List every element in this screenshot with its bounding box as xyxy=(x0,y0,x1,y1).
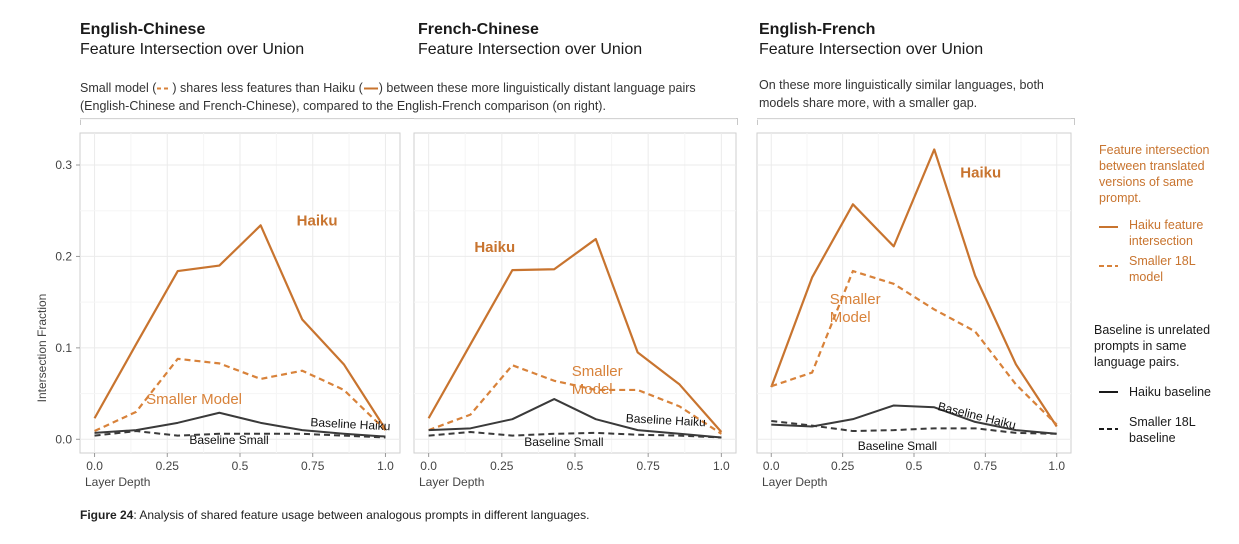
x-tick-label: 0.0 xyxy=(420,459,437,473)
series-line-smaller-model xyxy=(770,269,1058,426)
series-label: Baseline Small xyxy=(524,435,603,449)
x-tick-label: 0.0 xyxy=(763,459,780,473)
x-tick-label: 0.5 xyxy=(906,459,923,473)
legend-haiku-line-icon xyxy=(1099,226,1118,228)
x-axis-label: Layer Depth xyxy=(762,475,827,489)
description-left-part3: ) between these more linguistically dist… xyxy=(80,81,696,113)
series-label: Baseline Small xyxy=(858,439,937,453)
x-tick-label: 0.5 xyxy=(232,459,249,473)
series-label: Haiku xyxy=(297,212,338,229)
description-left: Small model ( ) shares less features than… xyxy=(80,79,730,115)
figure-caption: Figure 24: Analysis of shared feature us… xyxy=(80,508,589,522)
series-line-baseline-haiku xyxy=(94,411,386,438)
legend-header: Feature intersection between translated … xyxy=(1099,143,1210,205)
panel-title-3: English-French xyxy=(759,21,876,38)
x-tick-label: 0.25 xyxy=(156,459,180,473)
series-line-baseline-small xyxy=(428,430,722,439)
legend-haiku-baseline-icon xyxy=(1099,391,1118,393)
bracket-left xyxy=(80,118,738,125)
legend-baseline-header: Baseline is unrelated prompts in same la… xyxy=(1094,323,1211,369)
figure-caption-number: Figure 24 xyxy=(80,508,134,522)
series-line-haiku xyxy=(93,224,387,430)
legend-small-line-icon xyxy=(1099,265,1118,267)
panel-subtitle-1: Feature Intersection over Union xyxy=(80,41,305,58)
legend-haiku-label: Haiku feature intersection xyxy=(1129,218,1204,248)
series-line-baseline-haiku xyxy=(428,398,722,439)
series-line-baseline-small xyxy=(771,420,1057,435)
series-line-smaller-model xyxy=(428,364,722,435)
x-tick-label: 0.5 xyxy=(567,459,584,473)
series-label: Baseline Haiku xyxy=(625,411,706,429)
x-tick-label: 0.75 xyxy=(637,459,661,473)
legend-small-baseline-label: Smaller 18L baseline xyxy=(1129,415,1196,445)
description-left-part1: Small model ( xyxy=(80,81,157,95)
series-label: Baseline Small xyxy=(189,433,268,447)
x-axis-label: Layer Depth xyxy=(85,475,150,489)
x-tick-label: 0.0 xyxy=(86,459,103,473)
series-line-haiku xyxy=(770,148,1058,428)
x-tick-label: 0.25 xyxy=(490,459,514,473)
y-axis-label: Intersection Fraction xyxy=(35,294,49,403)
x-tick-label: 1.0 xyxy=(713,459,730,473)
chart-english-french: 0.0 0.25 0.5 0.75 1.0 Layer Depth Haiku Smaller… xyxy=(756,118,1072,489)
x-tick-label: 0.25 xyxy=(831,459,855,473)
legend-small-label: Smaller 18L model xyxy=(1129,254,1196,284)
legend-small-baseline-icon xyxy=(1099,428,1118,430)
series-label: Haiku xyxy=(960,164,1001,181)
series-label: Baseline Haiku xyxy=(310,415,391,433)
legend-haiku-baseline-label: Haiku baseline xyxy=(1129,385,1211,399)
series-line-baseline-small xyxy=(94,430,386,439)
y-tick-label: 0.2 xyxy=(55,249,72,263)
panel-title-1: English-Chinese xyxy=(80,21,206,38)
series-label: Smaller Model xyxy=(830,291,881,326)
y-tick-label: 0.1 xyxy=(55,341,72,355)
series-label: Haiku xyxy=(474,239,515,256)
panel-title-2: French-Chinese xyxy=(418,21,539,38)
dashed-line-icon xyxy=(157,87,172,90)
x-axis-label: Layer Depth xyxy=(419,475,484,489)
y-tick-label: 0.0 xyxy=(55,432,72,446)
description-left-part2: ) shares less features than Haiku ( xyxy=(172,81,363,95)
description-right: On these more linguistically similar lan… xyxy=(759,78,1044,110)
x-tick-label: 1.0 xyxy=(1048,459,1065,473)
series-label: Smaller Model xyxy=(572,363,623,398)
y-tick-label: 0.3 xyxy=(55,158,72,172)
x-tick-label: 0.75 xyxy=(301,459,325,473)
chart-english-chinese: 0.0 0.25 0.5 0.75 1.0 Layer Depth 0.0 0.1 0.2 0.3… xyxy=(55,118,401,489)
x-tick-label: 1.0 xyxy=(377,459,394,473)
bracket-right xyxy=(757,118,1075,125)
chart-french-chinese: 0.0 0.25 0.5 0.75 1.0 Layer Depth Haiku Smaller… xyxy=(413,118,737,489)
x-tick-label: 0.75 xyxy=(974,459,998,473)
solid-line-icon xyxy=(363,87,378,90)
series-label: Smaller Model xyxy=(146,391,242,408)
figure-caption-text: : Analysis of shared feature usage betwe… xyxy=(133,508,590,522)
series-line-haiku xyxy=(427,237,723,433)
panel-subtitle-2: Feature Intersection over Union xyxy=(418,41,643,58)
panel-subtitle-3: Feature Intersection over Union xyxy=(759,41,984,58)
series-line-baseline-haiku xyxy=(771,404,1057,435)
